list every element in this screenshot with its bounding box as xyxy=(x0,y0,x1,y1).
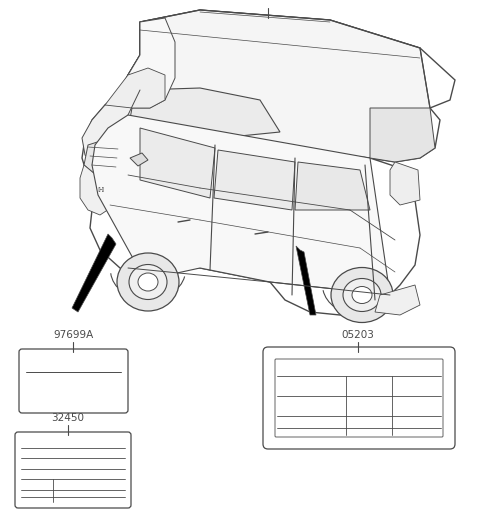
Text: 32450: 32450 xyxy=(51,413,84,423)
Polygon shape xyxy=(140,128,215,198)
FancyBboxPatch shape xyxy=(19,349,128,413)
Polygon shape xyxy=(295,162,370,210)
Text: 05203: 05203 xyxy=(342,330,374,340)
Polygon shape xyxy=(390,162,420,205)
Ellipse shape xyxy=(331,267,393,323)
Text: 97699A: 97699A xyxy=(53,330,93,340)
Polygon shape xyxy=(118,18,175,108)
Ellipse shape xyxy=(343,279,381,311)
Polygon shape xyxy=(80,165,120,215)
Polygon shape xyxy=(82,10,455,315)
Ellipse shape xyxy=(129,265,167,300)
Ellipse shape xyxy=(117,253,179,311)
FancyBboxPatch shape xyxy=(263,347,455,449)
Polygon shape xyxy=(214,150,295,210)
Polygon shape xyxy=(128,88,280,140)
Polygon shape xyxy=(375,285,420,315)
Polygon shape xyxy=(370,108,435,162)
Polygon shape xyxy=(130,153,148,166)
Polygon shape xyxy=(72,234,116,312)
Polygon shape xyxy=(82,95,132,165)
Ellipse shape xyxy=(352,286,372,304)
FancyBboxPatch shape xyxy=(275,359,443,437)
Polygon shape xyxy=(92,115,390,295)
Polygon shape xyxy=(105,68,165,108)
Polygon shape xyxy=(84,138,120,175)
Polygon shape xyxy=(118,10,430,158)
FancyBboxPatch shape xyxy=(15,432,131,508)
Text: ℍ: ℍ xyxy=(97,187,103,193)
Polygon shape xyxy=(296,246,316,315)
Ellipse shape xyxy=(138,273,158,291)
